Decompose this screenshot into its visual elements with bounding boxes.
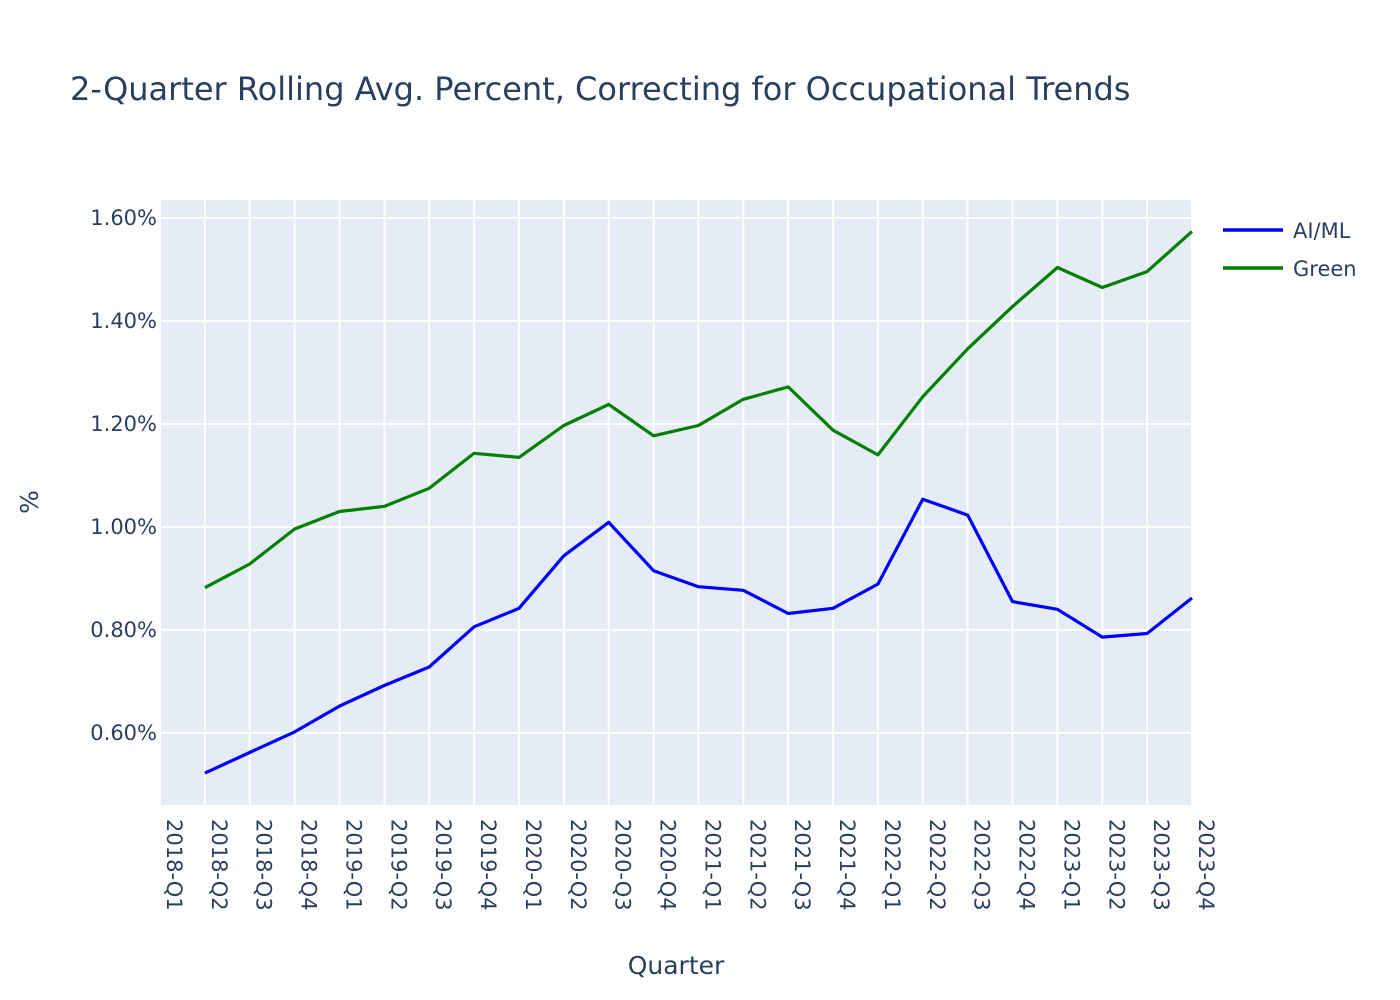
x-tick-label: 2020-Q3 (611, 819, 635, 911)
y-tick-label: 1.60% (90, 206, 157, 230)
x-tick-label: 2021-Q4 (835, 819, 859, 911)
legend-label: AI/ML (1293, 219, 1351, 243)
legend-item-ai-ml[interactable]: AI/ML (1223, 219, 1351, 243)
y-axis-title: % (15, 490, 44, 514)
x-tick-label: 2018-Q3 (252, 819, 276, 911)
x-tick-label: 2022-Q2 (925, 819, 949, 911)
legend-item-green[interactable]: Green (1223, 257, 1357, 281)
x-tick-label: 2023-Q4 (1194, 819, 1218, 911)
series-line-green (204, 230, 1194, 590)
x-tick-label: 2019-Q1 (341, 819, 365, 911)
x-tick-label: 2020-Q4 (656, 819, 680, 911)
x-axis-title: Quarter (628, 951, 725, 980)
y-tick-label: 1.20% (90, 412, 157, 436)
x-tick-label: 2022-Q1 (880, 819, 904, 911)
x-tick-label: 2019-Q2 (386, 819, 410, 911)
x-tick-label: 2023-Q3 (1149, 819, 1173, 911)
x-tick-label: 2019-Q4 (476, 819, 500, 911)
x-tick-label: 2018-Q4 (297, 819, 321, 911)
plot-area (160, 200, 1192, 805)
legend[interactable]: AI/ML Green (1223, 219, 1357, 281)
x-tick-label: 2023-Q2 (1104, 819, 1128, 911)
x-tick-label: 2021-Q2 (745, 819, 769, 911)
y-tick-label: 0.60% (90, 721, 157, 745)
x-tick-label: 2022-Q4 (1015, 819, 1039, 911)
x-tick-label: 2023-Q1 (1059, 819, 1083, 911)
x-tick-label: 2018-Q1 (162, 819, 186, 911)
x-axis-ticks: 2018-Q1 2018-Q2 2018-Q3 2018-Q4 2019-Q1 2019-… (162, 819, 1218, 911)
x-tick-label: 2022-Q3 (970, 819, 994, 911)
series-line-ai-ml (204, 497, 1193, 775)
x-tick-label: 2020-Q1 (521, 819, 545, 911)
y-axis-ticks: 0.60% 0.80% 1.00% 1.20% 1.40% 1.60% (90, 206, 157, 745)
x-tick-label: 2020-Q2 (566, 819, 590, 911)
x-tick-label: 2021-Q3 (790, 819, 814, 911)
y-tick-label: 0.80% (90, 618, 157, 642)
legend-label: Green (1293, 257, 1357, 281)
x-tick-label: 2021-Q1 (700, 819, 724, 911)
x-tick-label: 2019-Q3 (431, 819, 455, 911)
y-tick-label: 1.40% (90, 309, 157, 333)
series-lines (204, 230, 1194, 775)
x-tick-label: 2018-Q2 (207, 819, 231, 911)
chart-title: 2-Quarter Rolling Avg. Percent, Correcti… (70, 70, 1130, 108)
y-tick-label: 1.00% (90, 515, 157, 539)
